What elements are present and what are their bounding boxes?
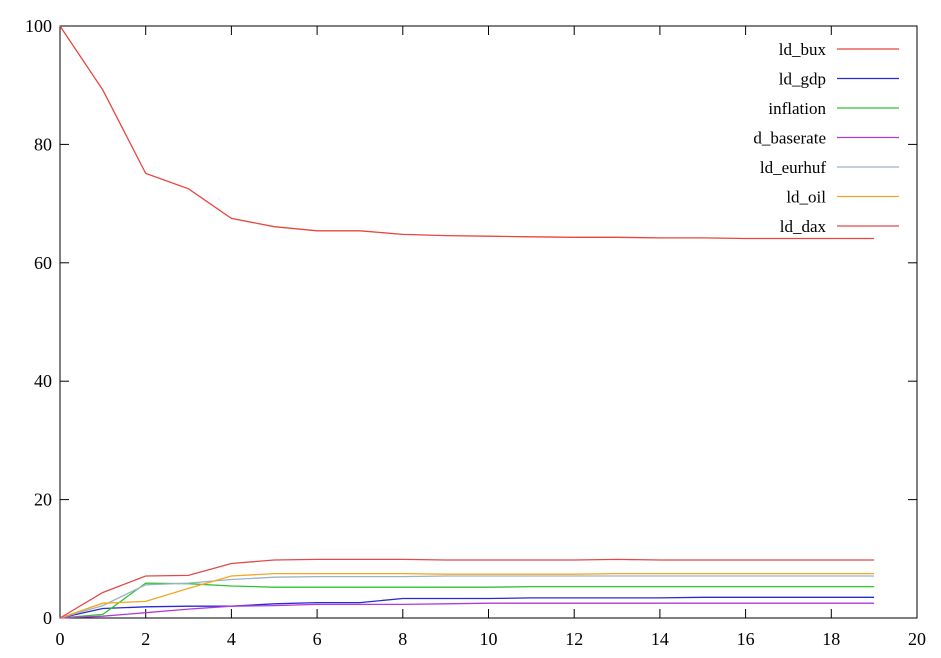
series-line-ld-eurhuf [59, 575, 875, 619]
x-tick-label: 12 [565, 629, 583, 649]
axis-ticks [59, 25, 918, 619]
x-tick-label: 20 [908, 629, 926, 649]
series-line-inflation [59, 582, 875, 619]
y-tick-labels: 0 20 40 60 80 100 [25, 16, 52, 628]
x-tick-label: 16 [737, 629, 755, 649]
legend-label: ld_bux [779, 40, 827, 59]
x-tick-label: 4 [227, 629, 236, 649]
y-tick-label: 60 [34, 253, 52, 273]
series-line-ld-oil [59, 572, 875, 619]
series-lines [59, 25, 875, 619]
x-tick-labels: 0 2 4 6 8 10 12 14 16 18 20 [56, 629, 927, 649]
x-tick-label: 18 [822, 629, 840, 649]
legend-label: ld_dax [780, 217, 827, 236]
y-tick-label: 40 [34, 371, 52, 391]
series-line-d-baserate [59, 602, 875, 619]
y-tick-label: 80 [34, 134, 52, 154]
x-tick-label: 2 [141, 629, 150, 649]
y-tick-label: 0 [43, 608, 52, 628]
series-line-ld-gdp [59, 596, 875, 619]
legend-label: ld_oil [786, 188, 826, 207]
x-tick-label: 14 [651, 629, 669, 649]
x-tick-label: 6 [313, 629, 322, 649]
legend-label: ld_gdp [779, 70, 826, 89]
legend-label: d_baserate [753, 129, 826, 148]
x-tick-label: 8 [398, 629, 407, 649]
legend: ld_bux ld_gdp inflation d_baserate ld_eurhuf… [753, 40, 899, 236]
series-line-ld-dax [59, 558, 875, 619]
y-tick-label: 100 [25, 16, 52, 36]
series-line-ld-bux [59, 25, 875, 240]
x-tick-label: 0 [56, 629, 65, 649]
y-tick-label: 20 [34, 490, 52, 510]
x-tick-label: 10 [480, 629, 498, 649]
legend-label: ld_eurhuf [760, 158, 826, 177]
legend-label: inflation [768, 99, 826, 118]
